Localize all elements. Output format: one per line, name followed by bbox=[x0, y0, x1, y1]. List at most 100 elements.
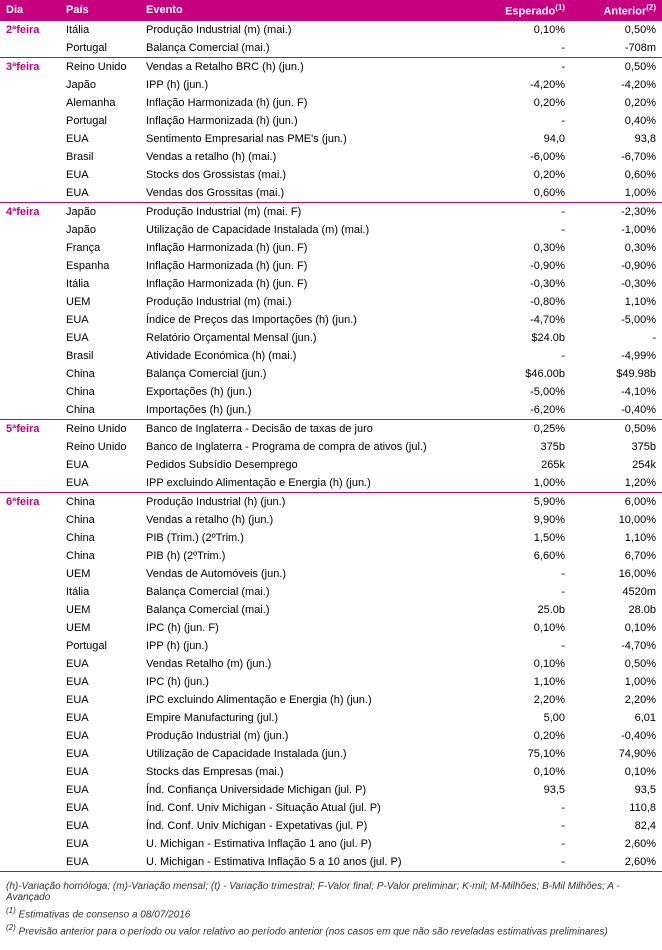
table-row: EUAÍnd. Conf. Univ Michigan - Expetativa… bbox=[0, 817, 662, 835]
cell-country: EUA bbox=[60, 673, 140, 691]
cell-day: 3ªfeira bbox=[0, 57, 60, 76]
cell-expected: - bbox=[480, 817, 571, 835]
table-row: UEMBalança Comercial (mai.)25.0b28.0b bbox=[0, 601, 662, 619]
cell-country: China bbox=[60, 529, 140, 547]
cell-expected: 75,10% bbox=[480, 745, 571, 763]
table-row: 3ªfeiraReino UnidoVendas a Retalho BRC (… bbox=[0, 57, 662, 76]
cell-day: 4ªfeira bbox=[0, 202, 60, 221]
col-header-anterior-label: Anterior bbox=[603, 6, 646, 18]
cell-previous: 1,00% bbox=[571, 673, 662, 691]
cell-previous: 1,00% bbox=[571, 184, 662, 203]
cell-country: China bbox=[60, 547, 140, 565]
footnote-2-sup: (2) bbox=[6, 923, 16, 932]
cell-country: China bbox=[60, 492, 140, 511]
cell-day bbox=[0, 565, 60, 583]
cell-day bbox=[0, 311, 60, 329]
cell-day bbox=[0, 293, 60, 311]
cell-country: EUA bbox=[60, 184, 140, 203]
cell-expected: 0,10% bbox=[480, 655, 571, 673]
cell-day bbox=[0, 94, 60, 112]
cell-previous: 93,8 bbox=[571, 130, 662, 148]
cell-event: Produção Industrial (m) (mai.) bbox=[140, 293, 480, 311]
table-row: ChinaBalança Comercial (jun.)$46.00b$49.… bbox=[0, 365, 662, 383]
cell-expected: 0,20% bbox=[480, 727, 571, 745]
cell-previous: -4,70% bbox=[571, 637, 662, 655]
cell-expected: 0,20% bbox=[480, 166, 571, 184]
cell-event: Vendas Retalho (m) (jun.) bbox=[140, 655, 480, 673]
cell-previous: -708m bbox=[571, 39, 662, 58]
cell-expected: - bbox=[480, 347, 571, 365]
col-header-evento: Evento bbox=[140, 0, 480, 21]
footnote-1: (1) Estimativas de consenso a 08/07/2016 bbox=[6, 906, 656, 920]
cell-previous: 1,20% bbox=[571, 474, 662, 493]
cell-country: Itália bbox=[60, 275, 140, 293]
cell-country: EUA bbox=[60, 709, 140, 727]
cell-event: PIB (Trim.) (2ºTrim.) bbox=[140, 529, 480, 547]
cell-event: Exportações (h) (jun.) bbox=[140, 383, 480, 401]
footnote-1-sup: (1) bbox=[6, 906, 16, 915]
cell-previous: 1,10% bbox=[571, 293, 662, 311]
cell-day bbox=[0, 148, 60, 166]
table-row: EUARelatório Orçamental Mensal (jun.)$24… bbox=[0, 329, 662, 347]
table-row: JapãoIPP (h) (jun.)-4,20%-4,20% bbox=[0, 76, 662, 94]
table-row: 2ªfeiraItáliaProdução Industrial (m) (ma… bbox=[0, 21, 662, 39]
cell-expected: - bbox=[480, 799, 571, 817]
cell-expected: -0,80% bbox=[480, 293, 571, 311]
cell-event: Utilização de Capacidade Instalada (jun.… bbox=[140, 745, 480, 763]
cell-country: EUA bbox=[60, 781, 140, 799]
cell-expected: -6,00% bbox=[480, 148, 571, 166]
cell-previous: 2,20% bbox=[571, 691, 662, 709]
cell-day bbox=[0, 853, 60, 871]
cell-country: EUA bbox=[60, 817, 140, 835]
col-header-pais: País bbox=[60, 0, 140, 21]
cell-event: Banco de Inglaterra - Decisão de taxas d… bbox=[140, 419, 480, 438]
cell-country: Reino Unido bbox=[60, 419, 140, 438]
cell-expected: 5,00 bbox=[480, 709, 571, 727]
table-header-row: Dia País Evento Esperado(1) Anterior(2) bbox=[0, 0, 662, 21]
table-row: EUAProdução Industrial (m) (jun.)0,20%-0… bbox=[0, 727, 662, 745]
cell-day bbox=[0, 547, 60, 565]
cell-event: Relatório Orçamental Mensal (jun.) bbox=[140, 329, 480, 347]
cell-country: Itália bbox=[60, 21, 140, 39]
cell-expected: 25.0b bbox=[480, 601, 571, 619]
cell-day bbox=[0, 817, 60, 835]
cell-expected: -0,30% bbox=[480, 275, 571, 293]
table-row: EUAIPC (h) (jun.)1,10%1,00% bbox=[0, 673, 662, 691]
cell-previous: 0,50% bbox=[571, 419, 662, 438]
cell-country: Japão bbox=[60, 76, 140, 94]
table-row: ChinaPIB (Trim.) (2ºTrim.)1,50%1,10% bbox=[0, 529, 662, 547]
cell-event: Índ. Conf. Univ Michigan - Expetativas (… bbox=[140, 817, 480, 835]
cell-previous: 6,01 bbox=[571, 709, 662, 727]
cell-previous: -0,30% bbox=[571, 275, 662, 293]
cell-day bbox=[0, 365, 60, 383]
cell-day bbox=[0, 511, 60, 529]
cell-country: UEM bbox=[60, 619, 140, 637]
cell-country: Japão bbox=[60, 221, 140, 239]
cell-expected: 0,20% bbox=[480, 94, 571, 112]
cell-expected: 6,60% bbox=[480, 547, 571, 565]
cell-day bbox=[0, 637, 60, 655]
cell-previous: 6,70% bbox=[571, 547, 662, 565]
cell-expected: 93,5 bbox=[480, 781, 571, 799]
cell-event: U. Michigan - Estimativa Inflação 5 a 10… bbox=[140, 853, 480, 871]
cell-event: Inflação Harmonizada (h) (jun. F) bbox=[140, 275, 480, 293]
table-row: JapãoUtilização de Capacidade Instalada … bbox=[0, 221, 662, 239]
cell-event: Produção Industrial (m) (mai.) bbox=[140, 21, 480, 39]
cell-day bbox=[0, 529, 60, 547]
cell-previous: 0,20% bbox=[571, 94, 662, 112]
cell-day bbox=[0, 619, 60, 637]
cell-event: Vendas a Retalho BRC (h) (jun.) bbox=[140, 57, 480, 76]
cell-previous: -0,40% bbox=[571, 401, 662, 420]
cell-expected: 5,90% bbox=[480, 492, 571, 511]
cell-previous: -2,30% bbox=[571, 202, 662, 221]
cell-expected: 0,30% bbox=[480, 239, 571, 257]
cell-expected: 0,10% bbox=[480, 763, 571, 781]
cell-day bbox=[0, 275, 60, 293]
cell-event: Vendas a retalho (h) (mai.) bbox=[140, 148, 480, 166]
cell-country: UEM bbox=[60, 565, 140, 583]
cell-expected: -4,70% bbox=[480, 311, 571, 329]
cell-event: Inflação Harmonizada (h) (jun. F) bbox=[140, 257, 480, 275]
cell-event: Índ. Conf. Univ Michigan - Situação Atua… bbox=[140, 799, 480, 817]
cell-previous: 16,00% bbox=[571, 565, 662, 583]
cell-country: França bbox=[60, 239, 140, 257]
